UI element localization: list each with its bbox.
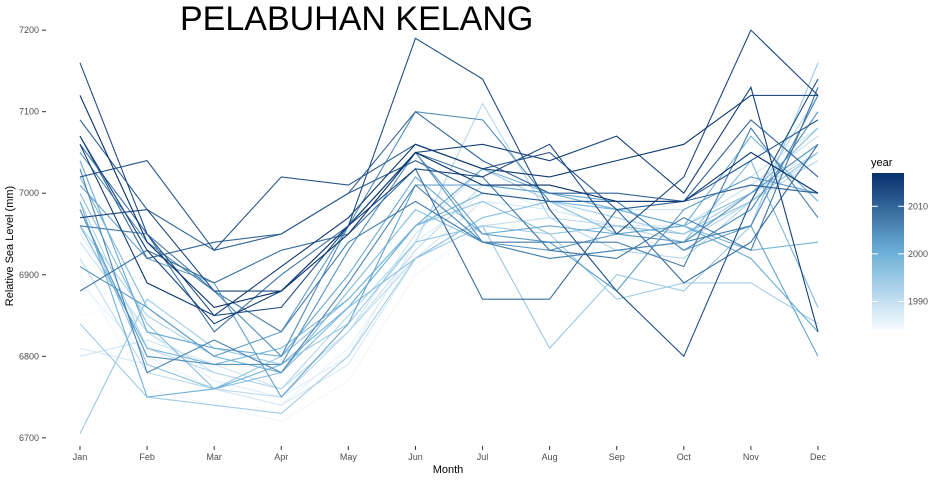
legend-ticks: 1990 2000 2010 bbox=[872, 201, 928, 306]
y-tick-label: 7100 bbox=[19, 107, 39, 117]
x-axis: Jan Feb Mar Apr May Jun Jul Aug Sep Oct Nov Dec bbox=[73, 446, 827, 462]
x-tick-label: Aug bbox=[542, 452, 558, 462]
series-line-2007 bbox=[79, 126, 819, 333]
y-tick-label: 6800 bbox=[19, 351, 39, 361]
series-line-1990 bbox=[79, 135, 819, 390]
series-line-2011 bbox=[79, 119, 819, 251]
series-line-2013 bbox=[79, 37, 819, 358]
x-tick-label: Jan bbox=[73, 452, 88, 462]
x-tick-label: Dec bbox=[810, 452, 827, 462]
y-axis-title: Relative Sea Level (mm) bbox=[4, 186, 16, 306]
series-line-1994 bbox=[79, 225, 819, 414]
series-line-2016 bbox=[79, 94, 818, 317]
legend-title: year bbox=[871, 157, 893, 169]
series-line-1999 bbox=[79, 192, 819, 366]
x-tick-label: Nov bbox=[743, 452, 760, 462]
series-line-1989 bbox=[79, 127, 819, 390]
x-tick-label: May bbox=[340, 452, 358, 462]
series-line-2006 bbox=[79, 95, 819, 374]
x-tick-label: Apr bbox=[274, 452, 288, 462]
series-line-2004 bbox=[79, 143, 819, 366]
series-line-2001 bbox=[79, 160, 819, 357]
x-tick-label: Sep bbox=[609, 452, 625, 462]
x-tick-label: Oct bbox=[677, 452, 692, 462]
series-line-2002 bbox=[79, 184, 819, 398]
series-line-2010 bbox=[79, 110, 819, 260]
y-tick-label: 7200 bbox=[19, 25, 39, 35]
y-tick-label: 6700 bbox=[19, 433, 39, 443]
series-line-2008 bbox=[79, 87, 819, 333]
legend-colorbar bbox=[872, 173, 904, 330]
series-line-1997 bbox=[79, 127, 819, 390]
chart-title: PELABUHAN KELANG bbox=[180, 0, 534, 38]
series-line-2015 bbox=[79, 85, 819, 332]
y-axis: 6700 6800 6900 7000 7100 7200 bbox=[19, 25, 46, 443]
series-line-2014 bbox=[79, 29, 819, 292]
series-line-2017 bbox=[79, 95, 819, 308]
legend-tick-label: 2010 bbox=[908, 201, 928, 211]
y-tick-label: 6900 bbox=[19, 270, 39, 280]
y-tick-label: 7000 bbox=[19, 188, 39, 198]
year-legend: year 1990 2000 2010 bbox=[871, 157, 928, 330]
series-layer bbox=[79, 29, 819, 435]
series-line-2003 bbox=[79, 151, 819, 357]
x-axis-title: Month bbox=[433, 464, 464, 476]
x-tick-label: Jul bbox=[477, 452, 489, 462]
x-tick-label: Mar bbox=[206, 452, 222, 462]
legend-tick-label: 2000 bbox=[908, 249, 928, 259]
x-tick-label: Jun bbox=[408, 452, 423, 462]
legend-tick-label: 1990 bbox=[908, 296, 928, 306]
x-tick-label: Feb bbox=[139, 452, 155, 462]
